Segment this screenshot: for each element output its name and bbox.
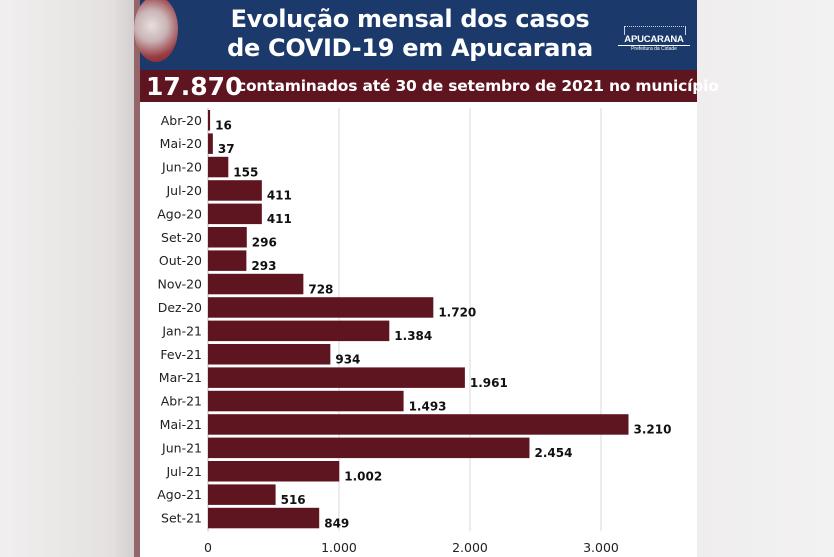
title-line-2: de COVID-19 em Apucarana (227, 34, 593, 62)
y-tick-label: Out-20 (159, 253, 202, 268)
data-label: 849 (324, 516, 349, 530)
data-label: 296 (252, 236, 277, 250)
bar (208, 227, 247, 248)
bar (208, 461, 340, 482)
data-label: 1.384 (394, 329, 432, 343)
bar (208, 156, 229, 178)
data-label: 293 (251, 259, 276, 273)
data-label: 516 (281, 493, 306, 507)
y-tick-label: Mai-21 (160, 417, 202, 432)
chart-title: Evolução mensal dos casos de COVID-19 em… (200, 5, 620, 63)
total-cases: 17.870 (146, 72, 243, 101)
bar (208, 110, 211, 131)
data-label: 2.454 (534, 446, 572, 460)
bar (208, 484, 276, 505)
bar (208, 133, 213, 154)
bar (208, 507, 320, 529)
bar (208, 320, 390, 342)
bar (208, 437, 530, 459)
data-label: 1.493 (409, 399, 447, 413)
x-tick-label: 0 (204, 540, 212, 555)
background-right (697, 0, 834, 557)
total-band: 17.870 contaminados até 30 de setembro d… (140, 70, 719, 102)
bar (208, 180, 262, 201)
data-label: 934 (335, 353, 360, 367)
logo-subtitle: Prefeitura da Cidade (631, 46, 677, 52)
bar (208, 367, 465, 388)
y-tick-label: Mai-20 (160, 136, 202, 151)
virus-icon (134, 0, 178, 62)
bar (208, 203, 262, 225)
y-tick-label: Set-20 (161, 230, 202, 245)
logo-name: APUCARANA (618, 34, 690, 46)
y-tick-label: Mar-21 (159, 370, 202, 385)
bar (208, 273, 304, 295)
data-label: 16 (215, 119, 232, 133)
y-tick-label: Set-21 (161, 511, 202, 526)
data-label: 411 (267, 189, 292, 203)
data-label: 37 (218, 142, 235, 156)
data-label: 411 (267, 212, 292, 226)
y-tick-label: Abr-21 (161, 394, 202, 409)
data-label: 3.210 (634, 423, 672, 437)
data-label: 728 (308, 282, 333, 296)
y-tick-label: Jan-21 (161, 323, 202, 338)
y-tick-label: Dez-20 (158, 300, 202, 315)
x-tick-label: 2.000 (452, 540, 488, 555)
title-line-1: Evolução mensal dos casos (230, 5, 590, 33)
y-tick-label: Jul-21 (166, 464, 203, 479)
x-tick-label: 3.000 (583, 540, 619, 555)
y-tick-label: Abr-20 (161, 113, 202, 128)
bar-chart: 0 1.000 2.000 3.000 Abr-20 16 Mai-20 37 Jun-20 15… (157, 108, 672, 555)
bar (208, 344, 331, 365)
y-tick-label: Jun-21 (161, 440, 202, 455)
total-caption: contaminados até 30 de setembro de 2021 … (237, 77, 719, 95)
data-label: 155 (233, 165, 258, 179)
y-tick-label: Ago-20 (157, 206, 202, 221)
y-tick-label: Jul-20 (166, 183, 203, 198)
x-tick-label: 1.000 (321, 540, 357, 555)
y-tick-label: Jun-20 (161, 160, 202, 175)
bar (208, 250, 247, 271)
y-tick-label: Fev-21 (160, 347, 202, 362)
y-tick-label: Nov-20 (158, 277, 203, 292)
header: Evolução mensal dos casos de COVID-19 em… (134, 0, 697, 70)
background-left (0, 0, 140, 557)
infographic: Evolução mensal dos casos de COVID-19 em… (134, 0, 719, 557)
bar (208, 390, 404, 412)
bar (208, 414, 629, 435)
skyline-icon (624, 26, 686, 35)
y-tick-label: Ago-21 (157, 487, 202, 502)
data-label: 1.961 (470, 376, 508, 390)
city-logo: APUCARANA Prefeitura da Cidade (618, 26, 690, 52)
data-label: 1.002 (344, 470, 382, 484)
data-label: 1.720 (438, 306, 476, 320)
bar (208, 297, 434, 318)
